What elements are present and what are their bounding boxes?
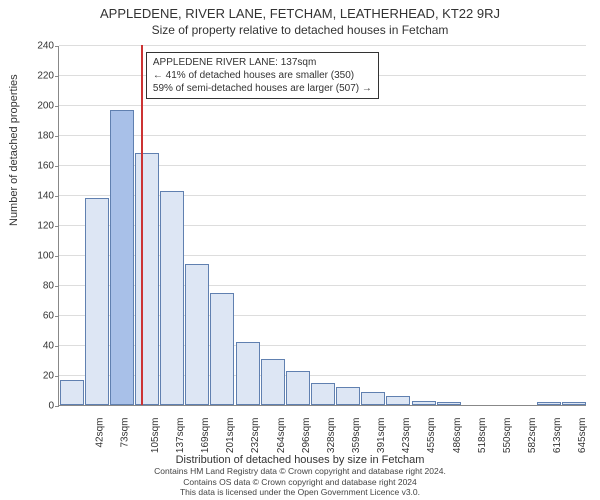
bar	[286, 371, 310, 406]
bar	[60, 380, 84, 406]
bar	[361, 392, 385, 406]
xtick-label: 486sqm	[452, 418, 463, 454]
callout-box: APPLEDENE RIVER LANE: 137sqm← 41% of det…	[146, 52, 379, 99]
xtick-label: 613sqm	[552, 418, 563, 454]
xtick-label: 328sqm	[326, 418, 337, 454]
ytick-label: 180	[26, 131, 54, 142]
ytick-label: 140	[26, 191, 54, 202]
bar	[386, 396, 410, 405]
bar	[336, 387, 360, 405]
footer-line-2: Contains OS data © Crown copyright and d…	[183, 477, 417, 487]
ytick-label: 120	[26, 221, 54, 232]
ytick-mark	[55, 136, 59, 137]
chart-subtitle: Size of property relative to detached ho…	[0, 21, 600, 41]
xtick-label: 137sqm	[175, 418, 186, 454]
ytick-label: 80	[26, 281, 54, 292]
ytick-mark	[55, 256, 59, 257]
ytick-label: 0	[26, 401, 54, 412]
xtick-label: 42sqm	[94, 418, 105, 448]
ytick-label: 160	[26, 161, 54, 172]
y-axis-label: Number of detached properties	[8, 74, 20, 226]
ytick-label: 20	[26, 371, 54, 382]
ytick-mark	[55, 76, 59, 77]
bar	[562, 402, 586, 405]
xtick-label: 359sqm	[351, 418, 362, 454]
ytick-label: 200	[26, 101, 54, 112]
bar	[537, 402, 561, 405]
ytick-label: 60	[26, 311, 54, 322]
bar	[311, 383, 335, 406]
callout-line-1: APPLEDENE RIVER LANE: 137sqm	[153, 56, 372, 69]
xtick-label: 232sqm	[251, 418, 262, 454]
xtick-label: 73sqm	[119, 418, 130, 448]
ytick-mark	[55, 316, 59, 317]
ytick-label: 100	[26, 251, 54, 262]
footer-line-3: This data is licensed under the Open Gov…	[180, 487, 420, 497]
footer-line-1: Contains HM Land Registry data © Crown c…	[154, 466, 446, 476]
xtick-label: 455sqm	[427, 418, 438, 454]
bar	[135, 153, 159, 405]
bar	[437, 402, 461, 405]
xtick-label: 296sqm	[301, 418, 312, 454]
ytick-mark	[55, 286, 59, 287]
xtick-label: 264sqm	[276, 418, 287, 454]
xtick-label: 105sqm	[150, 418, 161, 454]
ytick-mark	[55, 196, 59, 197]
xtick-label: 391sqm	[376, 418, 387, 454]
chart-area: 02040608010012014016018020022024042sqm73…	[58, 46, 586, 406]
ytick-mark	[55, 346, 59, 347]
bar	[210, 293, 234, 406]
ytick-label: 220	[26, 71, 54, 82]
bar	[185, 264, 209, 405]
footer-credits: Contains HM Land Registry data © Crown c…	[0, 466, 600, 497]
gridline	[59, 105, 586, 106]
gridline	[59, 135, 586, 136]
ytick-mark	[55, 376, 59, 377]
xtick-label: 169sqm	[200, 418, 211, 454]
xtick-label: 423sqm	[401, 418, 412, 454]
bar	[261, 359, 285, 406]
callout-line-3: 59% of semi-detached houses are larger (…	[153, 82, 372, 95]
ytick-mark	[55, 226, 59, 227]
callout-line-2: ← 41% of detached houses are smaller (35…	[153, 69, 372, 82]
marker-line	[141, 45, 143, 405]
ytick-label: 240	[26, 41, 54, 52]
xtick-label: 645sqm	[577, 418, 588, 454]
gridline	[59, 45, 586, 46]
bar	[85, 198, 109, 405]
ytick-mark	[55, 46, 59, 47]
xtick-label: 550sqm	[502, 418, 513, 454]
x-axis-label: Distribution of detached houses by size …	[0, 454, 600, 466]
plot-region: 02040608010012014016018020022024042sqm73…	[58, 46, 586, 406]
bar	[160, 191, 184, 406]
xtick-label: 582sqm	[527, 418, 538, 454]
bar	[110, 110, 134, 406]
ytick-mark	[55, 406, 59, 407]
bar	[236, 342, 260, 405]
ytick-mark	[55, 166, 59, 167]
xtick-label: 518sqm	[477, 418, 488, 454]
ytick-label: 40	[26, 341, 54, 352]
ytick-mark	[55, 106, 59, 107]
xtick-label: 201sqm	[225, 418, 236, 454]
bar	[412, 401, 436, 406]
page-title: APPLEDENE, RIVER LANE, FETCHAM, LEATHERH…	[0, 0, 600, 21]
